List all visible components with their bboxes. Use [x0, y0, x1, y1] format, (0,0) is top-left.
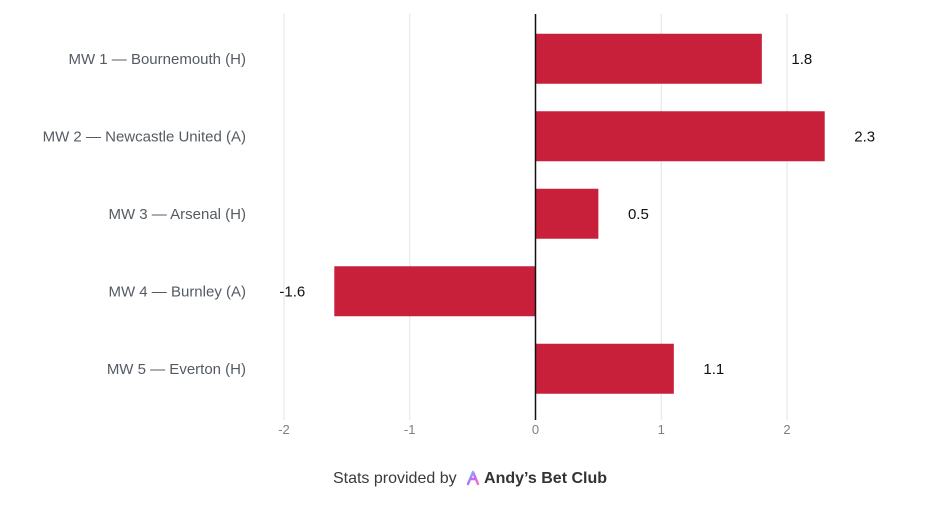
- data-label: 2.3: [854, 128, 875, 145]
- category-labels: MW 1 — Bournemouth (H) MW 2 — Newcastle U…: [43, 51, 246, 378]
- bar: [535, 111, 825, 162]
- category-label: MW 1 — Bournemouth (H): [68, 51, 246, 68]
- x-tick-label: 2: [783, 422, 790, 437]
- x-tick-label: 0: [532, 422, 539, 437]
- x-tick-label: -1: [404, 422, 416, 437]
- stats-credit: Stats provided by Andy’s Bet Club: [0, 470, 940, 491]
- bars: [334, 33, 825, 394]
- bar-chart: MW 1 — Bournemouth (H) MW 2 — Newcastle U…: [43, 14, 875, 437]
- data-label: 0.5: [628, 206, 649, 223]
- x-tick-label: -2: [278, 422, 290, 437]
- x-tick-label: 1: [658, 422, 665, 437]
- category-label: MW 5 — Everton (H): [107, 361, 246, 378]
- bar: [334, 266, 536, 317]
- bar: [535, 188, 599, 239]
- credit-brand: Andy’s Bet Club: [484, 470, 608, 487]
- category-label: MW 2 — Newcastle United (A): [43, 128, 246, 145]
- data-label: 1.8: [791, 51, 812, 68]
- x-axis-tick-labels: -2 -1 0 1 2: [278, 422, 790, 437]
- bar: [535, 33, 762, 84]
- data-label: -1.6: [279, 283, 305, 300]
- bar: [535, 343, 674, 394]
- category-label: MW 4 — Burnley (A): [108, 283, 246, 300]
- abc-logo-icon: [465, 470, 481, 491]
- data-labels: 1.8 2.3 0.5 -1.6 1.1: [279, 51, 875, 378]
- credit-prefix: Stats provided by: [332, 470, 457, 487]
- data-label: 1.1: [703, 361, 724, 378]
- category-label: MW 3 — Arsenal (H): [108, 206, 246, 223]
